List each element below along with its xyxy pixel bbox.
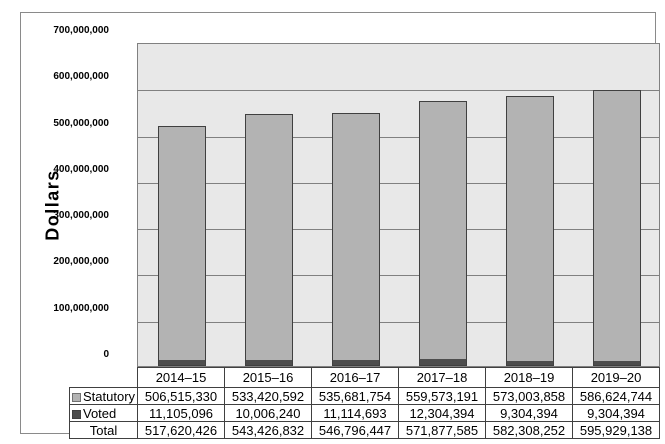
table-cell: 586,624,744 xyxy=(572,387,660,405)
legend-swatch-statutory xyxy=(72,392,81,402)
bar-2016–17 xyxy=(332,113,380,366)
bar-2014–15 xyxy=(158,126,206,366)
y-axis-tick-label: 300,000,000 xyxy=(53,210,109,222)
table-cell: 543,426,832 xyxy=(224,421,312,439)
y-axis-tick-label: 600,000,000 xyxy=(53,71,109,83)
legend-cell-voted: Voted xyxy=(69,404,138,422)
table-cell: 2018–19 xyxy=(485,367,573,388)
table-corner-blank xyxy=(70,368,138,388)
y-axis-tick-label: 100,000,000 xyxy=(53,302,109,314)
table-cell: 559,573,191 xyxy=(398,387,486,405)
table-cell: 10,006,240 xyxy=(224,404,312,422)
table-cell: 2016–17 xyxy=(311,367,399,388)
table-cell: 533,420,592 xyxy=(224,387,312,405)
bar-segment-voted xyxy=(333,360,379,365)
table-cell: 546,796,447 xyxy=(311,421,399,439)
y-axis-title: Dollars xyxy=(42,169,63,241)
gridline xyxy=(138,322,659,323)
table-cell: 11,105,096 xyxy=(137,404,225,422)
bar-segment-voted xyxy=(594,361,640,365)
table-cell: 2014–15 xyxy=(137,367,225,388)
table-cell: 2015–16 xyxy=(224,367,312,388)
y-axis-tick-label: 500,000,000 xyxy=(53,117,109,129)
table-cell: 573,003,858 xyxy=(485,387,573,405)
bar-segment-voted xyxy=(246,360,292,365)
legend-cell-total: Total xyxy=(69,421,138,439)
table-cell: 2017–18 xyxy=(398,367,486,388)
table-cell: 571,877,585 xyxy=(398,421,486,439)
legend-cell-statutory: Statutory xyxy=(69,387,138,405)
y-axis-tick-label: 200,000,000 xyxy=(53,256,109,268)
table-cell: 11,114,693 xyxy=(311,404,399,422)
gridline xyxy=(138,137,659,138)
data-table: 2014–15 2015–16 2016–17 2017–18 2018–19 2019–… xyxy=(69,367,660,439)
bar-2017–18 xyxy=(419,101,467,366)
table-year-header-row: 2014–15 2015–16 2016–17 2017–18 2018–19 2019–… xyxy=(70,367,660,388)
y-axis-tick-label: 400,000,000 xyxy=(53,163,109,175)
y-axis-tick-label: 0 xyxy=(103,349,109,360)
legend-swatch-voted xyxy=(72,409,81,419)
table-cell: 582,308,252 xyxy=(485,421,573,439)
table-cell: 506,515,330 xyxy=(137,387,225,405)
gridline xyxy=(138,275,659,276)
bar-segment-voted xyxy=(420,359,466,365)
gridline xyxy=(138,229,659,230)
bar-segment-voted xyxy=(507,361,553,365)
table-row-total: Total 517,620,426 543,426,832 546,796,447 57… xyxy=(69,421,660,439)
table-cell: 2019–20 xyxy=(572,367,660,388)
table-cell: 9,304,394 xyxy=(572,404,660,422)
gridline xyxy=(138,90,659,91)
bar-segment-voted xyxy=(159,360,205,365)
gridline xyxy=(138,183,659,184)
table-cell: 12,304,394 xyxy=(398,404,486,422)
bar-2018–19 xyxy=(506,96,554,366)
table-cell: 9,304,394 xyxy=(485,404,573,422)
table-row-voted: Voted 11,105,096 10,006,240 11,114,693 12,30… xyxy=(69,404,660,422)
table-cell: 535,681,754 xyxy=(311,387,399,405)
plot-area xyxy=(137,43,660,367)
bar-2019–20 xyxy=(593,90,641,366)
table-cell: 517,620,426 xyxy=(137,421,225,439)
bar-2015–16 xyxy=(245,114,293,366)
chart-frame: Dollars 700,000,000 600,000,000 500,000,00… xyxy=(20,12,660,439)
y-axis-tick-label: 700,000,000 xyxy=(53,25,109,36)
table-row-statutory: Statutory 506,515,330 533,420,592 535,681,7… xyxy=(69,387,660,405)
table-cell: 595,929,138 xyxy=(572,421,660,439)
